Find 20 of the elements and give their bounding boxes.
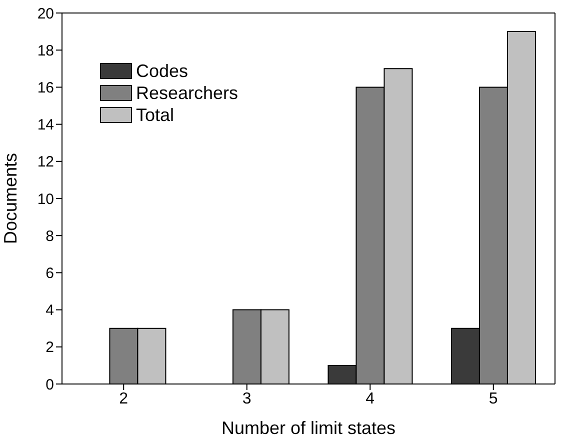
- y-axis-title: Documents: [0, 152, 20, 244]
- y-tick-label: 14: [37, 116, 54, 134]
- y-tick-label: 12: [37, 154, 54, 171]
- y-tick-label: 0: [46, 376, 54, 394]
- y-tick-label: 2: [46, 339, 54, 356]
- y-tick-label: 16: [37, 80, 54, 97]
- y-tick-label: 18: [37, 42, 54, 60]
- legend-label: Researchers: [136, 82, 238, 104]
- x-tick-label: 3: [242, 390, 252, 408]
- x-tick-label: 5: [488, 390, 498, 408]
- legend-label: Total: [136, 104, 174, 126]
- y-tick-label: 6: [46, 265, 54, 282]
- y-tick-label: 8: [46, 228, 54, 245]
- y-tick-label: 20: [37, 5, 54, 22]
- y-tick-label: 10: [37, 190, 54, 208]
- y-tick-label: 4: [46, 302, 54, 320]
- x-tick-label: 4: [366, 390, 375, 408]
- legend-label: Codes: [136, 60, 188, 82]
- x-axis-title: Number of limit states: [221, 418, 396, 438]
- x-tick-label: 2: [119, 390, 128, 408]
